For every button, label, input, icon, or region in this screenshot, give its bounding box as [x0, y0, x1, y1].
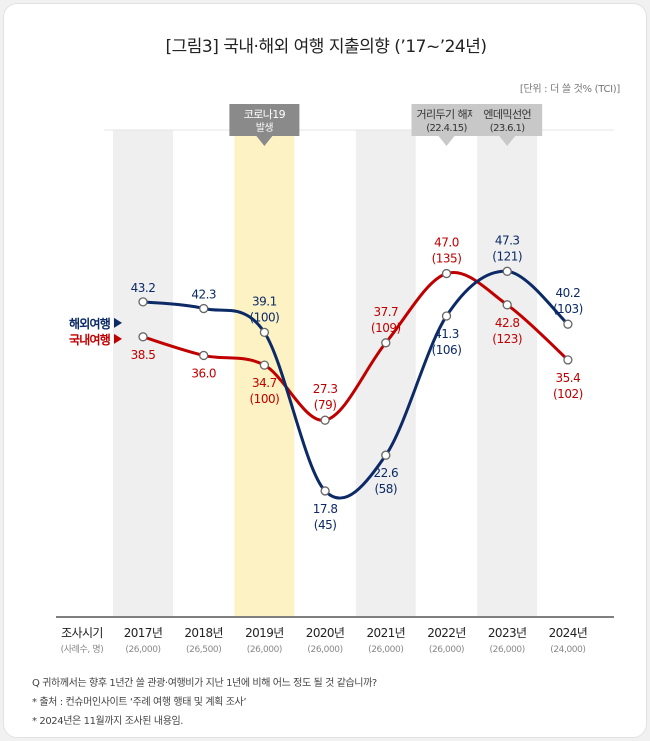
overseas-value-label: 41.3	[434, 327, 459, 341]
x-tick-sample-size: (26,500)	[186, 645, 221, 655]
unit-label: [단위 : 더 쓸 것% (TCI)]	[519, 84, 620, 95]
domestic-tci-label: (123)	[492, 332, 522, 346]
overseas-value-label: 22.6	[373, 466, 398, 480]
footnote-period: * 2024년은 11월까지 조사된 내용임.	[32, 716, 184, 727]
x-axis-subtitle: (사례수, 명)	[61, 644, 104, 655]
overseas-tci-label: (45)	[314, 518, 337, 532]
x-tick-sample-size: (26,000)	[247, 645, 282, 655]
overseas-point	[381, 450, 391, 460]
series-line-overseas	[142, 269, 569, 500]
domestic-point	[441, 268, 452, 279]
highlight-band	[234, 130, 295, 616]
domestic-point	[502, 300, 512, 310]
annotation-label: 코로나19	[244, 108, 286, 121]
annotation-sublabel: (23.6.1)	[490, 123, 526, 134]
overseas-legend-arrow	[114, 317, 122, 328]
x-tick-sample-size: (26,000)	[125, 645, 160, 655]
overseas-value-label: 40.2	[556, 286, 581, 300]
overseas-point	[320, 486, 330, 496]
annotation-sublabel: 발생	[256, 122, 274, 134]
chart-title: [그림3] 국내·해외 여행 지출의향 (’17~’24년)	[165, 37, 488, 57]
x-tick-sample-size: (26,000)	[368, 645, 403, 655]
domestic-point	[138, 332, 148, 342]
domestic-point	[199, 350, 209, 361]
domestic-point	[320, 415, 330, 425]
column-band	[477, 130, 538, 616]
footnote-question: Q 귀하께서는 향후 1년간 쓸 관광·여행비가 지난 1년에 비해 어느 정도…	[32, 678, 377, 689]
domestic-tci-label: (100)	[250, 392, 280, 406]
x-tick-label: 2020년	[306, 626, 345, 640]
overseas-point	[563, 319, 573, 329]
overseas-tci-label: (106)	[432, 343, 462, 357]
annotation-label: 거리두기 해제	[416, 107, 476, 121]
column-band	[113, 130, 173, 616]
overseas-point	[502, 266, 512, 276]
overseas-point	[259, 327, 270, 338]
x-tick-label: 2024년	[549, 626, 588, 640]
overseas-point	[441, 311, 452, 321]
domestic-point	[381, 338, 391, 348]
footnotes: Q 귀하께서는 향후 1년간 쓸 관광·여행비가 지난 1년에 비해 어느 정도…	[32, 674, 377, 731]
domestic-value-label: 34.7	[252, 376, 277, 390]
overseas-point	[199, 303, 209, 314]
x-tick-sample-size: (26,000)	[307, 645, 342, 655]
domestic-value-label: 27.3	[313, 382, 338, 396]
x-tick-label: 2018년	[184, 626, 223, 640]
x-axis-title: 조사시기	[61, 626, 103, 640]
overseas-value-label: 47.3	[495, 233, 520, 247]
domestic-tci-label: (79)	[314, 398, 337, 412]
x-tick-label: 2023년	[488, 626, 527, 640]
overseas-tci-label: (58)	[374, 482, 397, 496]
domestic-point	[259, 360, 270, 370]
domestic-value-label: 35.4	[556, 371, 581, 385]
x-tick-sample-size: (26,000)	[490, 645, 525, 655]
overseas-tci-label: (103)	[553, 302, 583, 316]
x-tick-label: 2019년	[245, 626, 284, 640]
footnote-source: * 출처 : 컨슈머인사이트 ‘주례 여행 행태 및 계획 조사’	[32, 697, 247, 708]
annotation-label: 엔데믹선언	[483, 108, 531, 121]
domestic-tci-label: (102)	[553, 387, 583, 401]
x-tick-label: 2021년	[367, 626, 406, 640]
overseas-tci-label: (121)	[492, 249, 522, 263]
annotation-callout	[229, 104, 300, 146]
overseas-tci-label: (100)	[250, 310, 280, 324]
domestic-point	[563, 355, 573, 365]
domestic-tci-label: (109)	[371, 321, 401, 335]
domestic-legend-arrow	[114, 333, 122, 344]
overseas-value-label: 17.8	[313, 502, 338, 516]
x-tick-sample-size: (26,000)	[429, 645, 464, 655]
domestic-value-label: 37.7	[373, 305, 398, 319]
domestic-value-label: 38.5	[131, 348, 156, 362]
domestic-legend-label: 국내여행	[69, 332, 111, 347]
annotation-callout	[411, 104, 482, 146]
x-tick-label: 2017년	[124, 626, 163, 640]
overseas-legend-label: 해외여행	[69, 316, 111, 331]
domestic-value-label: 36.0	[191, 366, 216, 380]
domestic-value-label: 42.8	[495, 316, 520, 330]
x-tick-sample-size: (24,000)	[550, 645, 585, 655]
x-tick-label: 2022년	[427, 626, 466, 640]
overseas-point	[138, 297, 148, 307]
annotation-sublabel: (22.4.15)	[426, 123, 467, 134]
domestic-value-label: 47.0	[434, 236, 459, 250]
overseas-value-label: 42.3	[191, 288, 216, 302]
overseas-value-label: 39.1	[252, 294, 277, 308]
overseas-value-label: 43.2	[131, 281, 156, 295]
domestic-tci-label: (135)	[432, 252, 462, 266]
chart-card: [그림3] 국내·해외 여행 지출의향 (’17~’24년) [단위 : 더 쓸…	[3, 3, 647, 738]
annotation-callout	[472, 104, 543, 146]
